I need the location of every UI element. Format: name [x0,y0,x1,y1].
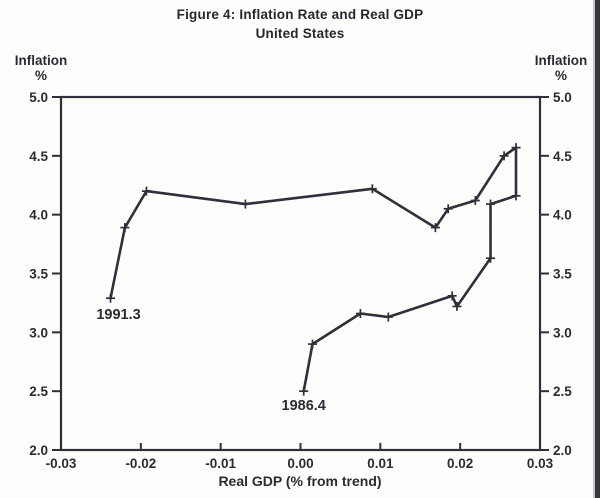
x-axis-tick-label: -0.03 [46,456,77,471]
x-axis-tick-label: -0.01 [205,456,236,471]
chart-title-block: Figure 4: Inflation Rate and Real GDP Un… [0,5,600,43]
y-axis-label-right: Inflation % [528,53,594,83]
y-axis-tick-label-right: 3.0 [553,325,572,340]
x-axis-tick-label: -0.02 [125,456,156,471]
y-axis-tick-label-right: 3.5 [553,267,572,282]
scan-edge-strip [595,0,600,498]
x-axis-title: Real GDP (% from trend) [218,473,382,489]
y-axis-label-left-line2: % [34,68,47,83]
chart-subtitle: United States [255,26,345,41]
y-axis-tick-label-left: 4.5 [29,149,48,164]
x-axis-tick-label: 0.01 [367,456,394,471]
series-line [109,146,518,393]
x-axis-tick-label: 0.02 [447,456,473,471]
y-axis-label-right-line1: Inflation [534,53,588,68]
annotation-label: 1991.3 [96,307,140,323]
y-axis-tick-label-right: 5.0 [553,90,572,105]
y-axis-tick-label-right: 4.0 [553,208,572,223]
y-axis-tick-label-left: 4.0 [29,208,48,223]
y-axis-tick-label-left: 2.5 [29,384,48,399]
y-axis-label-left-line1: Inflation [14,53,68,68]
y-axis-tick-label-right: 2.5 [553,384,572,399]
plot-frame [59,95,542,452]
y-axis-tick-label-left: 3.0 [29,325,48,340]
y-axis-tick-label-left: 5.0 [29,90,48,105]
scan-edge-shadow [593,0,595,498]
y-axis-label-left: Inflation % [8,53,74,83]
y-axis-tick-label-right: 4.5 [553,149,572,164]
x-axis-tick-label: 0.00 [287,456,313,471]
chart-title: Figure 4: Inflation Rate and Real GDP [176,7,424,22]
annotation-label: 1986.4 [282,398,326,414]
y-axis-label-right-line2: % [554,68,567,83]
x-axis-tick-label: 0.03 [527,456,554,471]
y-axis-tick-label-left: 3.5 [29,267,48,282]
y-axis-tick-label-right: 2.0 [553,443,572,458]
y-axis-tick-label-left: 2.0 [29,443,48,458]
